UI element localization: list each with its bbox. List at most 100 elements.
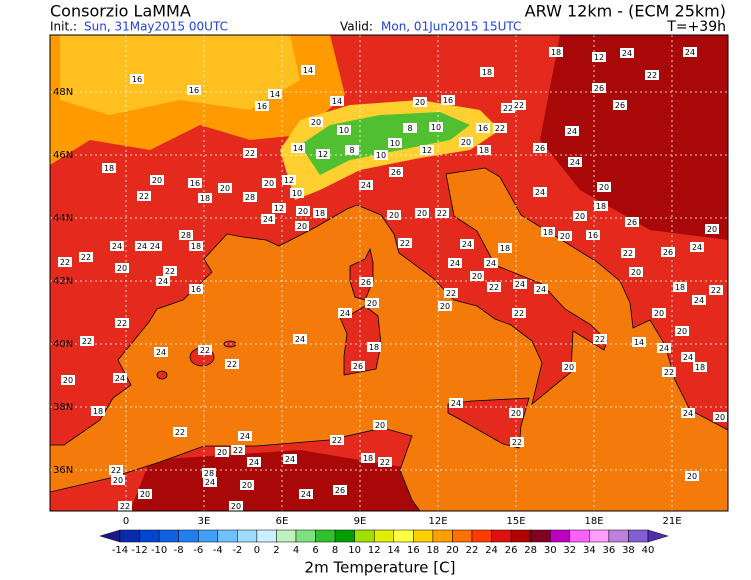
station-value: 18 (596, 202, 606, 211)
colorbar-label: 26 (505, 545, 518, 556)
station-box (509, 408, 523, 418)
station-value: 8 (349, 146, 354, 155)
station-value: 24 (158, 277, 168, 286)
colorbar-label: 22 (466, 545, 479, 556)
station-value: 20 (63, 376, 73, 385)
station-box (163, 266, 177, 276)
station-value: 22 (82, 337, 92, 346)
station-value: 22 (647, 71, 657, 80)
station-value: 18 (543, 228, 553, 237)
station-value: 22 (623, 249, 633, 258)
station-box (154, 347, 168, 357)
station-box (110, 241, 124, 251)
station-box (130, 74, 144, 84)
station-box (632, 337, 646, 347)
station-box (255, 101, 269, 111)
lon-label: 3E (198, 516, 211, 527)
station-value: 24 (683, 409, 693, 418)
station-box (272, 203, 286, 213)
station-box (621, 248, 635, 258)
station-box (187, 85, 201, 95)
colorbar-box (549, 529, 571, 543)
station-value: 26 (535, 144, 545, 153)
station-box (568, 157, 582, 167)
station-box (61, 375, 75, 385)
lat-label: 44N (53, 213, 73, 224)
station-box (558, 231, 572, 241)
station-box (594, 201, 608, 211)
colorbar-label: 34 (583, 545, 596, 556)
station-value: 22 (60, 258, 70, 267)
colorbar-label: 14 (387, 545, 400, 556)
station-value: 22 (489, 283, 499, 292)
station-box (420, 145, 434, 155)
colorbar-label: 12 (368, 545, 381, 556)
station-value: 24 (150, 242, 160, 251)
station-value: 10 (390, 139, 400, 148)
station-box (512, 308, 526, 318)
station-value: 22 (514, 101, 524, 110)
station-value: 24 (361, 181, 371, 190)
station-value: 24 (295, 335, 305, 344)
colorbar-box (276, 529, 297, 543)
station-value: 20 (511, 409, 521, 418)
station-box (476, 123, 490, 133)
lon-label: 18E (584, 516, 603, 527)
colorbar-box (197, 529, 219, 543)
station-box (661, 247, 675, 257)
station-value: 20 (140, 490, 150, 499)
colorbar-box (256, 529, 277, 543)
station-box (365, 298, 379, 308)
station-value: 20 (415, 98, 425, 107)
station-box (625, 217, 639, 227)
colorbar-box (452, 529, 473, 543)
station-box (441, 95, 455, 105)
station-box (367, 342, 381, 352)
station-box (629, 267, 643, 277)
station-value: 24 (263, 215, 273, 224)
station-box (487, 282, 501, 292)
station-box (316, 149, 330, 159)
station-value: 20 (440, 302, 450, 311)
colorbar-box (413, 529, 434, 543)
station-box (113, 373, 127, 383)
station-box (389, 167, 403, 177)
station-value: 22 (139, 192, 149, 201)
station-value: 26 (361, 278, 371, 287)
station-box (138, 489, 152, 499)
station-box (198, 345, 212, 355)
station-value: 18 (200, 194, 210, 203)
station-value: 24 (683, 353, 693, 362)
station-box (333, 485, 347, 495)
station-value: 22 (175, 428, 185, 437)
station-box (683, 47, 697, 57)
station-box (681, 352, 695, 362)
station-value: 20 (152, 176, 162, 185)
station-value: 20 (298, 207, 308, 216)
station-box (291, 143, 305, 153)
station-box (477, 145, 491, 155)
station-value: 10 (376, 151, 386, 160)
station-box (470, 271, 484, 281)
station-value: 22 (512, 438, 522, 447)
station-box (493, 123, 507, 133)
colorbar-low-arrow (99, 529, 121, 543)
colorbar-box (432, 529, 453, 543)
init-label: Init.: (50, 20, 77, 34)
header-model: ARW 12km - (ECM 25km) (525, 2, 726, 21)
station-value: 20 (560, 232, 570, 241)
station-value: 20 (113, 476, 123, 485)
station-value: 22 (81, 253, 91, 262)
colorbar-box (237, 529, 258, 543)
station-box (313, 208, 327, 218)
station-box (309, 117, 323, 127)
station-value: 18 (500, 244, 510, 253)
station-box (592, 83, 606, 93)
station-value: 20 (217, 448, 227, 457)
station-value: 24 (115, 374, 125, 383)
station-box (137, 191, 151, 201)
station-value: 10 (339, 126, 349, 135)
station-value: 16 (191, 285, 201, 294)
colorbar-box (628, 529, 649, 543)
